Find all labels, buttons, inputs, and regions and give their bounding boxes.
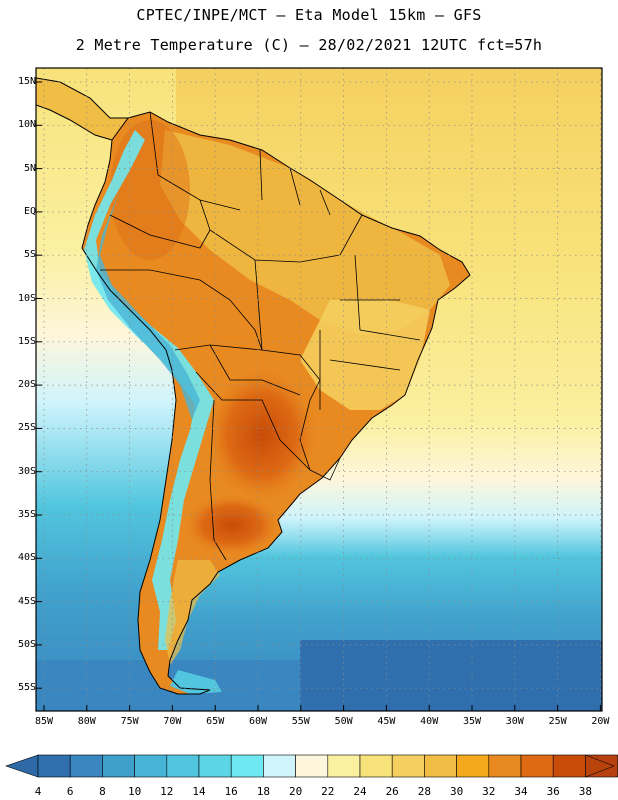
lon-label: 20W [591, 716, 610, 727]
graticule [36, 68, 602, 711]
colorbar-label: 22 [321, 785, 335, 798]
colorbar-label: 8 [99, 785, 106, 798]
colorbar-swatch [295, 754, 329, 778]
colorbar-label: 30 [449, 785, 464, 798]
lat-label: 50S [17, 638, 36, 650]
colorbar-swatch [102, 754, 135, 778]
amazon-region [160, 130, 450, 335]
colombia-hot-spot [110, 120, 190, 260]
lon-label: 75W [120, 716, 139, 727]
colorbar-label: 6 [66, 785, 74, 798]
colorbar-label: 34 [514, 785, 528, 798]
plot-frame [35, 67, 603, 712]
lon-label: 80W [77, 716, 96, 727]
pampa-hot-spot [182, 493, 282, 557]
lat-label: 40S [17, 552, 36, 564]
lat-label: 5N [23, 162, 36, 174]
colorbar [5, 754, 618, 778]
title-line-2: 2 Metre Temperature (C) – 28/02/2021 12U… [75, 36, 543, 54]
lat-label: 5S [23, 249, 36, 261]
colorbar-label: 24 [353, 785, 367, 798]
colorbar-label: 20 [288, 785, 303, 798]
colorbar-swatch [456, 754, 490, 778]
colorbar-label: 18 [256, 785, 271, 798]
colorbar-swatch [552, 754, 586, 778]
lat-label: 10S [17, 292, 36, 304]
colorbar-swatch [69, 754, 103, 778]
colorbar-swatch [198, 754, 232, 778]
colorbar-swatch [520, 754, 554, 778]
colorbar-swatch [37, 754, 71, 778]
colorbar-swatch [488, 754, 522, 778]
lon-label: 25W [548, 716, 567, 727]
colorbar-over-arrow [585, 754, 615, 778]
colorbar-label: 26 [385, 785, 399, 798]
colorbar-swatch [230, 754, 264, 778]
colorbar-swatch [166, 754, 200, 778]
colorbar-swatch [327, 754, 361, 778]
colorbar-swatch [134, 754, 168, 778]
lat-label: 25S [17, 422, 36, 434]
lon-label: 55W [291, 716, 310, 727]
lat-label: 15N [17, 76, 36, 87]
lon-label: 70W [163, 716, 182, 727]
lon-label: 60W [248, 716, 268, 727]
colorbar-label: 28 [417, 785, 432, 798]
colorbar-label: 16 [224, 785, 238, 798]
lat-label: 45S [17, 595, 36, 607]
chaco-hot-spot [204, 365, 320, 505]
colorbar-swatch [424, 754, 457, 778]
lon-label: 50W [334, 716, 353, 727]
title-line-1: CPTEC/INPE/MCT – Eta Model 15km – GFS [136, 6, 482, 24]
lon-label: 35W [462, 716, 482, 727]
colorbar-swatch [263, 754, 296, 778]
lat-label: 55S [17, 682, 36, 694]
central-america [36, 78, 128, 140]
lon-label: 85W [34, 716, 54, 727]
lat-label: 10N [17, 119, 36, 131]
country-borders [100, 111, 421, 561]
lon-label: 65W [206, 716, 225, 727]
lat-label: 30S [17, 465, 36, 477]
lat-label: 35S [17, 509, 36, 520]
lon-label: 30W [505, 716, 524, 727]
lon-label: 45W [377, 716, 396, 727]
coastline [81, 111, 471, 695]
colorbar-label: 4 [34, 785, 42, 798]
brazil-east [300, 300, 430, 410]
lat-label: 15S [17, 335, 36, 347]
lat-label: 20S [17, 379, 36, 391]
colorbar-swatch [359, 754, 393, 778]
colorbar-label: 12 [160, 785, 174, 798]
colorbar-swatch [391, 754, 425, 778]
colorbar-label: 32 [482, 785, 496, 798]
axis-ticks [36, 81, 601, 711]
southern-ocean-deep [300, 640, 602, 711]
colorbar-label: 38 [578, 785, 593, 798]
colorbar-label: 14 [192, 785, 206, 798]
lat-label: EQ [23, 205, 36, 217]
colorbar-label: 10 [127, 785, 142, 798]
colorbar-label: 36 [546, 785, 560, 798]
lon-label: 40W [420, 716, 439, 727]
central-america-coast [36, 77, 128, 141]
andes-core [96, 190, 200, 420]
colorbar-under-arrow [5, 754, 39, 778]
